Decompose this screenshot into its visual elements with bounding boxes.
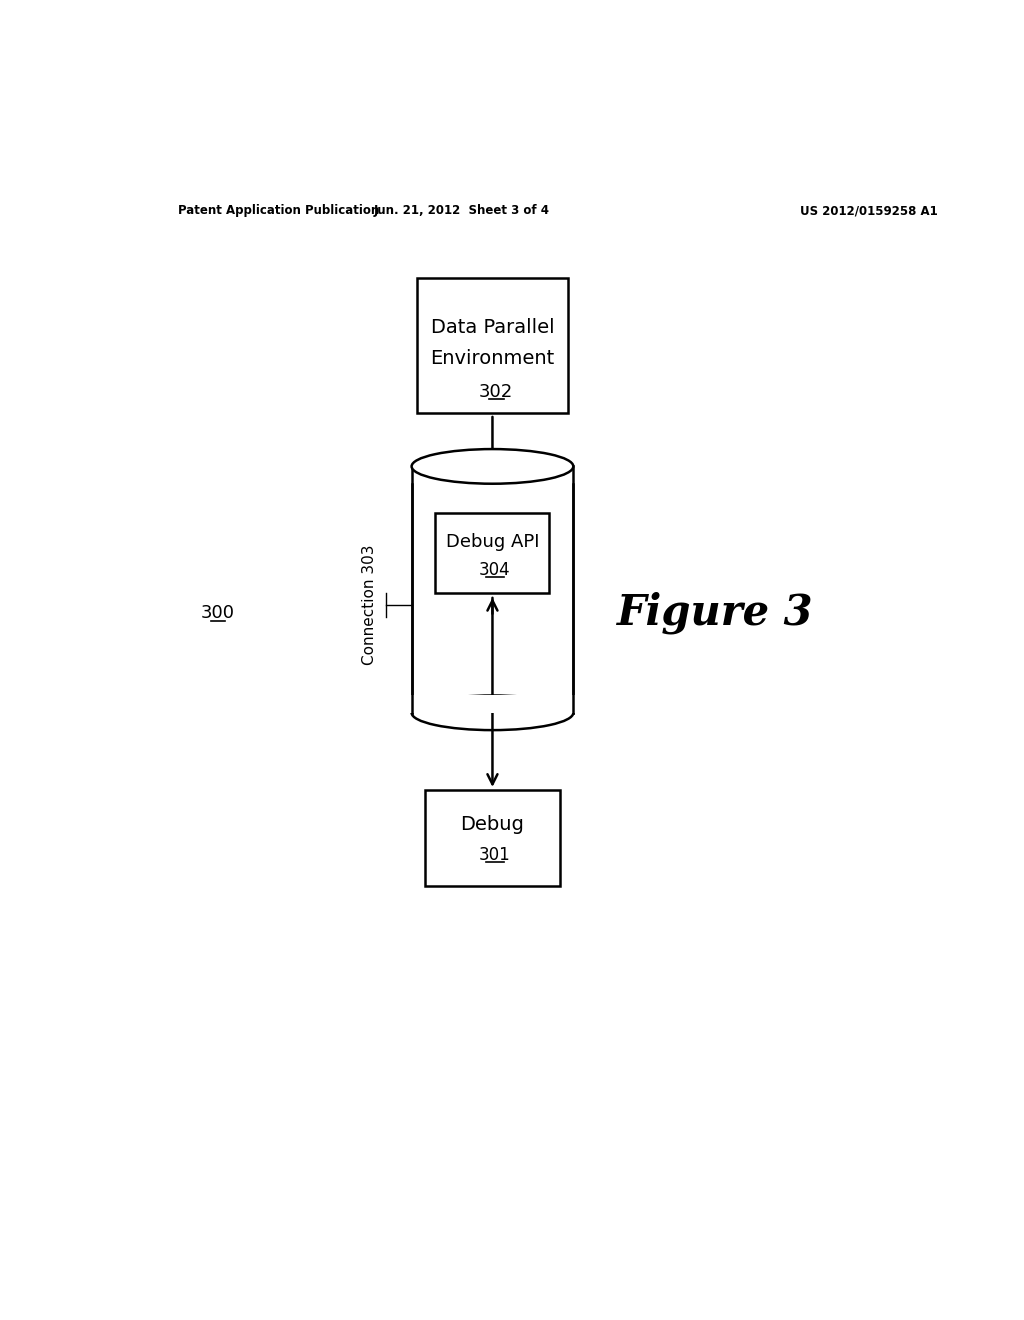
Bar <box>410 694 574 713</box>
Text: Debug API: Debug API <box>445 533 540 550</box>
Text: 300: 300 <box>201 603 234 622</box>
Bar <box>425 789 560 886</box>
Text: Data Parallel: Data Parallel <box>431 318 554 338</box>
Bar <box>435 512 550 594</box>
Text: 301: 301 <box>479 846 511 865</box>
Text: US 2012/0159258 A1: US 2012/0159258 A1 <box>801 205 938 218</box>
Bar <box>418 277 567 412</box>
Text: 302: 302 <box>479 383 513 401</box>
Text: Debug: Debug <box>461 814 524 834</box>
Text: Jun. 21, 2012  Sheet 3 of 4: Jun. 21, 2012 Sheet 3 of 4 <box>374 205 550 218</box>
Text: Figure 3: Figure 3 <box>617 591 814 634</box>
Text: 304: 304 <box>479 561 511 579</box>
Ellipse shape <box>412 449 573 483</box>
Bar <box>412 466 573 713</box>
Text: Environment: Environment <box>430 348 555 368</box>
Text: Connection 303: Connection 303 <box>361 545 377 665</box>
Ellipse shape <box>412 696 573 730</box>
Text: Patent Application Publication: Patent Application Publication <box>178 205 380 218</box>
